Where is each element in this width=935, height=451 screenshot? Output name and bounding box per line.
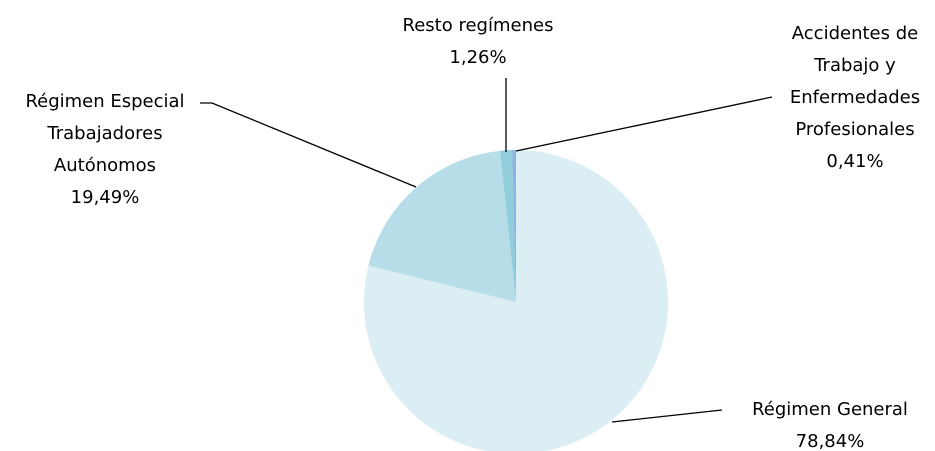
pie-slice — [368, 150, 516, 302]
leader-lines — [200, 78, 773, 423]
value-label: 1,26% — [449, 47, 507, 68]
slices — [364, 150, 668, 451]
pie-slice — [500, 150, 516, 302]
category-name: Régimen General — [752, 399, 908, 420]
pie-slice — [512, 150, 516, 302]
pie-slice — [364, 150, 668, 451]
value-label: 0,41% — [826, 151, 884, 172]
slice-label: Régimen Especial Trabajadores Autónomos 1… — [5, 86, 205, 214]
slice-label: Accidentes de Trabajo y Enfermedades Pro… — [770, 18, 935, 178]
leader-line — [200, 102, 417, 188]
slice-label: Resto regímenes 1,26% — [390, 10, 566, 74]
leader-line — [611, 409, 723, 423]
category-name: Régimen Especial Trabajadores Autónomos — [25, 91, 185, 176]
category-name: Resto regímenes — [402, 15, 554, 36]
leader-line — [515, 96, 773, 152]
category-name: Accidentes de Trabajo y Enfermedades Pro… — [789, 23, 921, 140]
value-label: 19,49% — [70, 187, 140, 208]
value-label: 78,84% — [795, 431, 865, 451]
slice-label: Régimen General 78,84% — [730, 394, 930, 451]
